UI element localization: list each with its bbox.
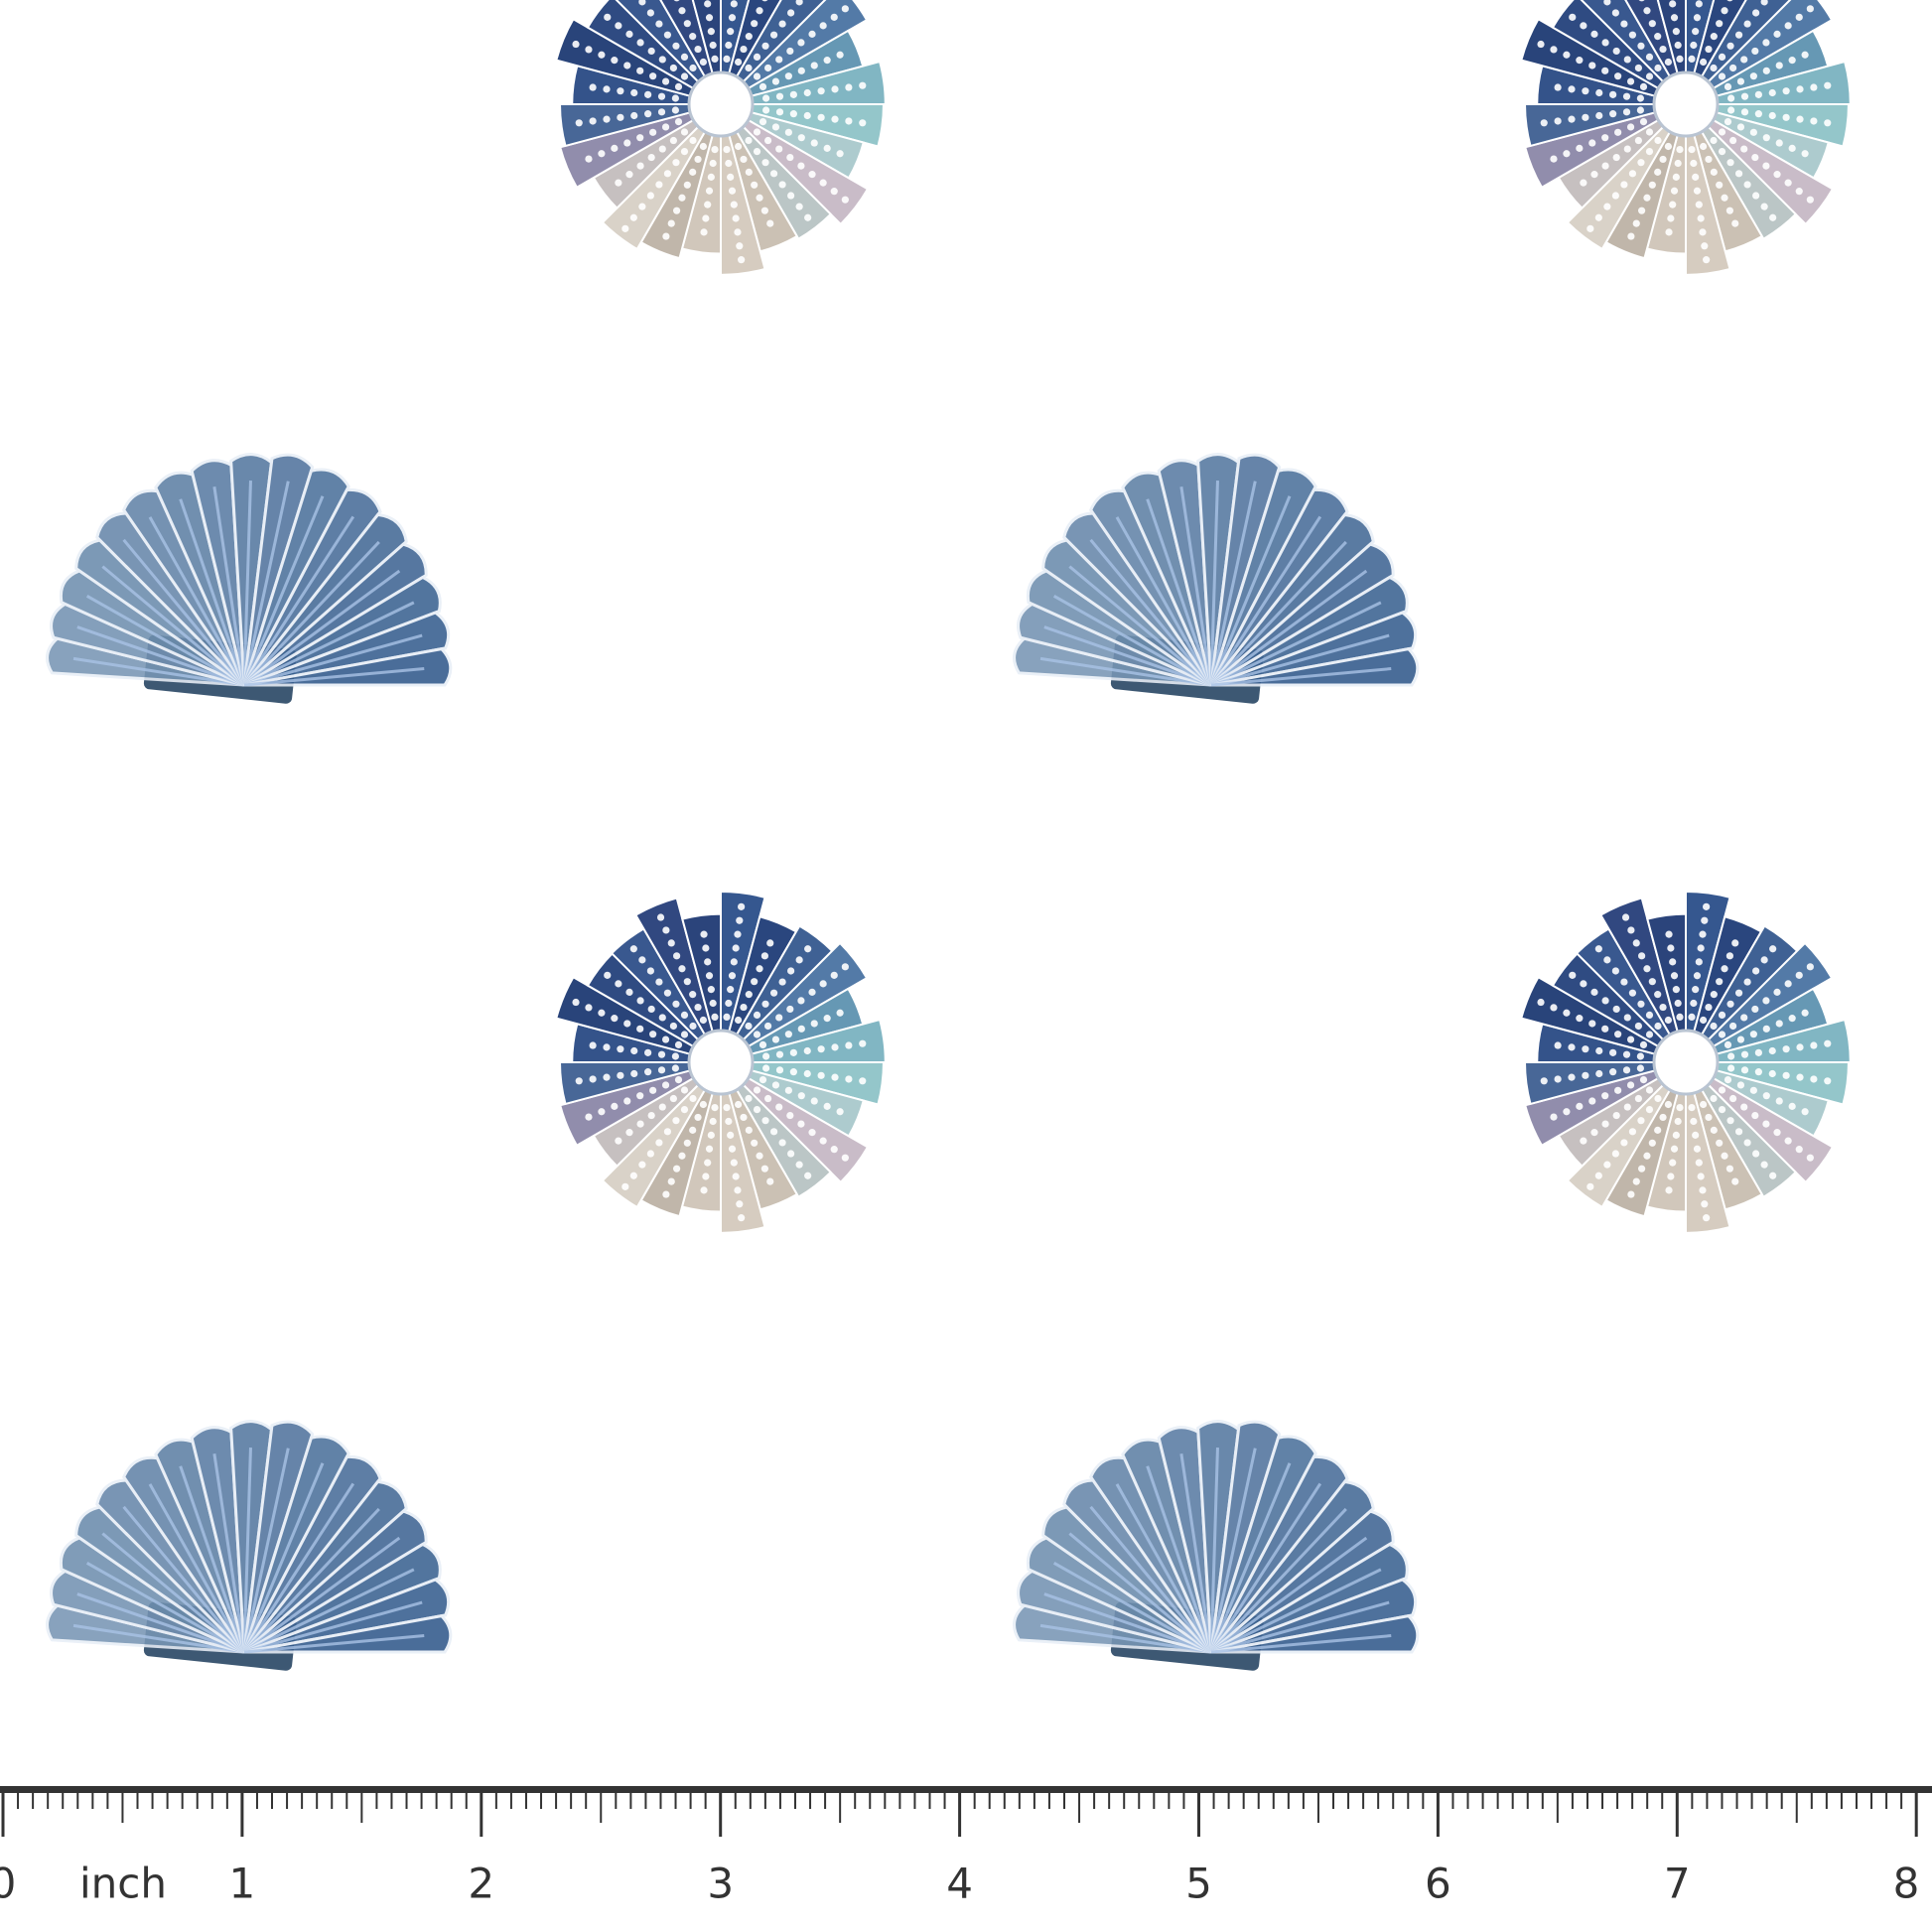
ruler-unit: inch — [79, 1860, 167, 1908]
ruler: inch 0 1 2 3 4 5 6 7 8 — [0, 1786, 1932, 1908]
ruler-label: 3 — [707, 1860, 734, 1908]
ruler-label: 4 — [946, 1860, 973, 1908]
ruler-label: 8 — [1893, 1860, 1920, 1908]
ruler-label: 2 — [468, 1860, 494, 1908]
ruler-label: 5 — [1185, 1860, 1212, 1908]
ruler-label: 7 — [1664, 1860, 1691, 1908]
ruler-edge — [0, 1786, 1932, 1793]
ruler-label: 6 — [1425, 1860, 1451, 1908]
ruler-label: 0 — [0, 1860, 16, 1908]
ruler-label: 1 — [229, 1860, 256, 1908]
